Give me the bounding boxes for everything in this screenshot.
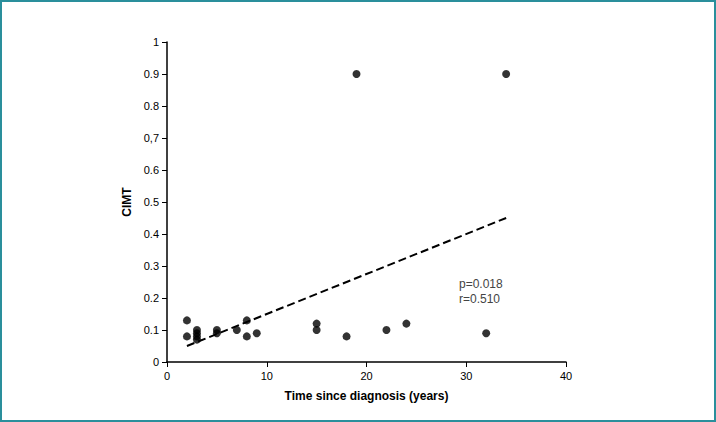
svg-text:0.2: 0.2 [144, 292, 159, 304]
svg-text:0: 0 [164, 370, 170, 382]
svg-text:0.6: 0.6 [144, 164, 159, 176]
svg-text:30: 30 [460, 370, 472, 382]
svg-text:0.4: 0.4 [144, 228, 159, 240]
svg-text:0.8: 0.8 [144, 100, 159, 112]
svg-text:0,7: 0,7 [144, 132, 159, 144]
svg-text:0.3: 0.3 [144, 260, 159, 272]
svg-text:1: 1 [153, 36, 159, 48]
svg-text:p=0.018: p=0.018 [459, 277, 503, 291]
svg-text:0.9: 0.9 [144, 68, 159, 80]
svg-text:0: 0 [153, 356, 159, 368]
svg-text:r=0.510: r=0.510 [459, 292, 500, 306]
svg-text:0.5: 0.5 [144, 196, 159, 208]
svg-text:Time since diagnosis (years): Time since diagnosis (years) [285, 389, 449, 403]
svg-text:40: 40 [560, 370, 572, 382]
svg-text:CIMT: CIMT [120, 187, 134, 217]
svg-text:20: 20 [360, 370, 372, 382]
svg-text:10: 10 [261, 370, 273, 382]
svg-text:0.1: 0.1 [144, 324, 159, 336]
